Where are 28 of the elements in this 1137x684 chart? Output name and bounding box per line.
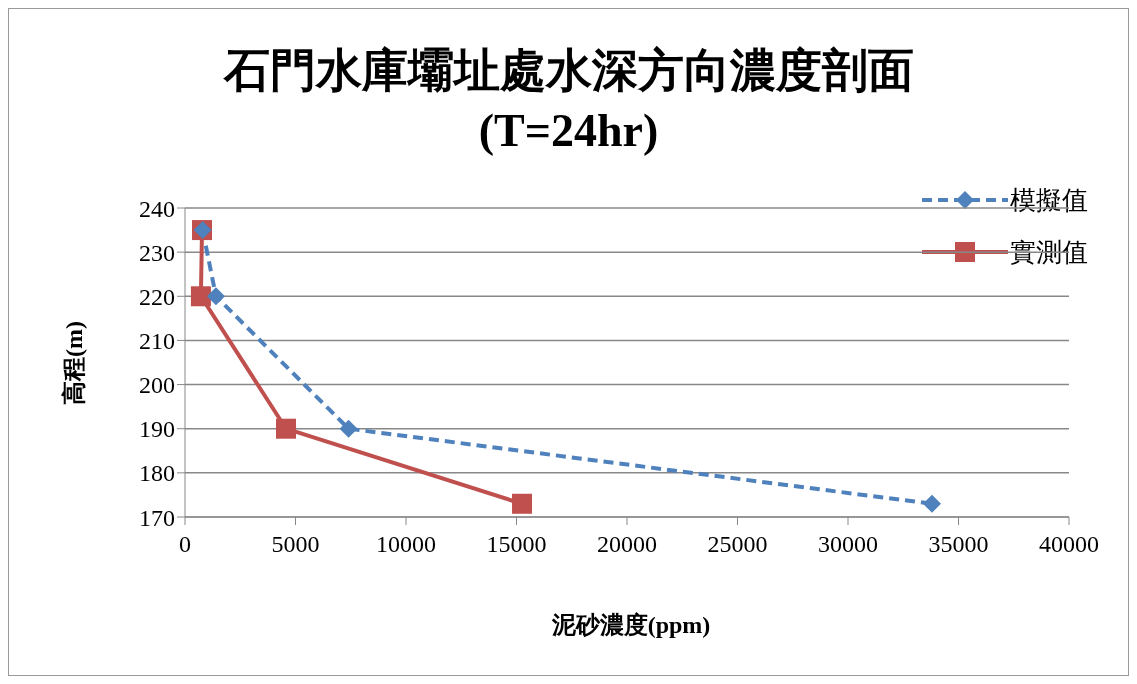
y-axis-title: 高程(m) xyxy=(60,321,88,405)
x-tick-label: 30000 xyxy=(818,531,878,558)
chart-title: 石門水庫壩址處水深方向濃度剖面 xyxy=(222,44,915,98)
point xyxy=(922,494,941,513)
y-tick-label: 220 xyxy=(139,283,175,310)
x-tick-label: 35000 xyxy=(928,531,989,558)
y-tick-label: 190 xyxy=(139,416,175,443)
x-tick-label: 15000 xyxy=(486,531,547,558)
y-tick-label: 210 xyxy=(139,327,175,354)
x-tick-label: 25000 xyxy=(707,531,768,558)
x-tick-label: 40000 xyxy=(1039,531,1099,558)
x-tick-label: 5000 xyxy=(271,531,320,558)
x-axis-title: 泥砂濃度(ppm) xyxy=(550,611,712,640)
point xyxy=(339,419,358,438)
y-tick-label: 180 xyxy=(139,460,175,487)
x-tick-label: 20000 xyxy=(597,531,657,558)
point xyxy=(190,286,211,307)
y-tick-label: 200 xyxy=(139,372,175,399)
y-tick-label: 170 xyxy=(139,504,175,531)
point xyxy=(206,287,225,306)
point xyxy=(512,493,533,514)
point xyxy=(276,418,296,439)
legend-label: 模擬值 xyxy=(1010,184,1088,217)
x-tick-label: 0 xyxy=(179,531,191,558)
y-tick-label: 230 xyxy=(139,239,175,266)
chart-subtitle: (T=24hr) xyxy=(477,104,660,158)
x-tick-label: 10000 xyxy=(376,531,436,558)
y-tick-label: 240 xyxy=(139,195,175,222)
